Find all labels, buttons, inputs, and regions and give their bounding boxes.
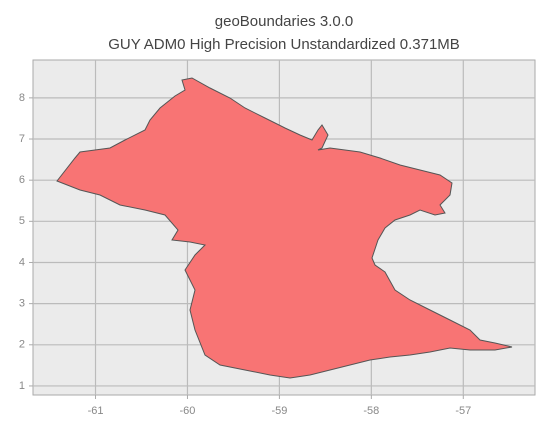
x-tick-label: -60 bbox=[180, 405, 196, 417]
y-tick-label: 2 bbox=[19, 339, 25, 351]
country-shape bbox=[56, 77, 513, 379]
y-tick-label: 4 bbox=[19, 256, 25, 268]
y-tick-label: 6 bbox=[19, 174, 25, 186]
x-tick-label: -59 bbox=[271, 405, 287, 417]
y-tick-label: 8 bbox=[19, 92, 25, 104]
x-tick-label: -57 bbox=[455, 405, 471, 417]
y-tick-label: 3 bbox=[19, 298, 25, 310]
chart-subtitle: GUY ADM0 High Precision Unstandardized 0… bbox=[108, 36, 460, 53]
chart-title: geoBoundaries 3.0.0 bbox=[215, 13, 353, 30]
y-tick-label: 1 bbox=[19, 380, 25, 392]
y-tick-label: 5 bbox=[19, 215, 25, 227]
x-tick-label: -58 bbox=[363, 405, 379, 417]
y-tick-label: 7 bbox=[19, 133, 25, 145]
x-tick-label: -61 bbox=[88, 405, 104, 417]
